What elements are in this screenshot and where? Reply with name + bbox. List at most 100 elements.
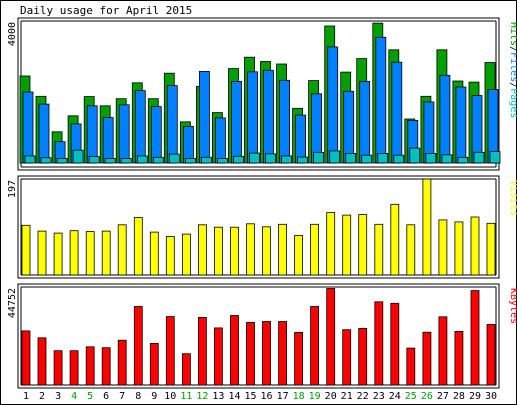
legend-item-visits: Visits (508, 180, 517, 216)
bar-kbytes-day-11 (181, 353, 191, 386)
bar-pages-day-1 (24, 155, 36, 164)
y-max-label: 44752 (7, 288, 18, 318)
legend-item-hits: Hits (508, 22, 517, 46)
bar-kbytes-day-3 (53, 350, 63, 386)
x-tick-label-day-28: 28 (453, 391, 465, 402)
legend: Hits/Files/Pages (508, 22, 517, 118)
bar-files-day-7 (118, 104, 130, 164)
bar-pages-day-5 (88, 156, 100, 164)
bar-pages-day-13 (216, 157, 228, 164)
bar-files-day-1 (22, 91, 34, 164)
bar-files-day-13 (214, 117, 226, 164)
bar-visits-day-7 (117, 224, 127, 276)
bar-files-day-27 (439, 74, 451, 164)
bar-files-day-5 (86, 105, 98, 164)
bar-kbytes-day-5 (85, 346, 95, 386)
bar-kbytes-day-2 (37, 337, 47, 386)
bar-visits-day-10 (165, 236, 175, 276)
bar-kbytes-day-7 (117, 339, 127, 386)
bar-pages-day-6 (104, 157, 116, 164)
x-tick-label-day-16: 16 (260, 391, 272, 402)
x-tick-label-day-1: 1 (23, 391, 29, 402)
legend-separator: / (508, 46, 517, 52)
bar-kbytes-day-23 (374, 301, 384, 386)
x-tick-label-day-18: 18 (293, 391, 305, 402)
bar-files-day-23 (375, 36, 387, 164)
bar-visits-day-15 (246, 223, 255, 276)
bar-files-day-20 (327, 46, 339, 164)
panel-kbytes: 44752 KBytes (7, 283, 517, 389)
x-tick-label-day-30: 30 (485, 391, 497, 402)
bar-pages-day-21 (345, 152, 357, 164)
x-tick-label-day-19: 19 (309, 391, 321, 402)
x-tick-label-day-29: 29 (469, 391, 481, 402)
bar-files-day-11 (182, 126, 194, 164)
panel-visits: 197 Visits (7, 175, 517, 279)
x-tick-label-day-7: 7 (119, 391, 125, 402)
bar-visits-day-6 (101, 230, 111, 276)
bar-files-day-10 (166, 85, 178, 164)
x-tick-label-day-11: 11 (180, 391, 192, 402)
bar-kbytes-day-17 (278, 321, 288, 386)
x-tick-label-day-26: 26 (421, 391, 433, 402)
bar-kbytes-day-21 (342, 329, 352, 386)
bar-visits-day-24 (390, 203, 400, 276)
legend-item-kbytes: KBytes (508, 288, 517, 324)
bar-visits-day-11 (181, 233, 191, 276)
bar-pages-day-7 (120, 157, 132, 164)
bar-pages-day-15 (249, 152, 260, 164)
legend-item-files: Files (508, 52, 517, 82)
bar-pages-day-12 (200, 156, 212, 164)
x-tick-label-day-27: 27 (437, 391, 449, 402)
bar-visits-day-25 (406, 224, 416, 276)
bar-pages-day-8 (136, 155, 148, 164)
x-axis: 1 2 3 4 5 6 7 8 9 10 11 12 13 14 15 16 17 18 19 20 21 22 23 24 2… (23, 391, 497, 402)
bar-kbytes-day-8 (133, 306, 143, 386)
bar-kbytes-day-10 (165, 316, 175, 386)
bar-pages-day-23 (377, 152, 389, 164)
bar-visits-day-3 (53, 232, 63, 276)
bar-kbytes-day-9 (149, 342, 159, 386)
bar-kbytes-day-19 (310, 306, 320, 386)
bar-kbytes-day-22 (358, 327, 368, 386)
x-tick-label-day-8: 8 (135, 391, 141, 402)
bar-pages-day-17 (281, 155, 293, 164)
bar-pages-day-25 (409, 147, 421, 164)
panel-frame (17, 17, 500, 171)
bar-visits-day-4 (69, 230, 79, 276)
x-tick-label-day-25: 25 (405, 391, 417, 402)
bar-visits-day-17 (278, 223, 288, 276)
bar-files-day-24 (391, 61, 403, 164)
bar-kbytes-day-16 (262, 321, 271, 386)
bar-pages-day-10 (168, 153, 180, 164)
legend: KBytes (508, 288, 517, 324)
bar-kbytes-day-13 (213, 327, 223, 386)
bar-kbytes-day-18 (294, 331, 304, 386)
bar-pages-day-9 (152, 156, 164, 164)
bar-pages-day-2 (40, 157, 52, 164)
bar-files-day-8 (134, 90, 146, 164)
bar-kbytes-day-28 (454, 330, 464, 386)
bar-visits-day-22 (358, 214, 368, 276)
bar-pages-day-3 (56, 157, 68, 164)
bar-visits-day-1 (21, 224, 31, 276)
x-tick-label-day-13: 13 (212, 391, 224, 402)
bar-kbytes-day-26 (422, 331, 432, 386)
bar-kbytes-day-4 (69, 350, 79, 386)
x-tick-label-day-2: 2 (39, 391, 45, 402)
chart-title: Daily usage for April 2015 (20, 4, 192, 17)
panel-frame (17, 283, 500, 389)
bar-pages-day-29 (473, 151, 485, 164)
bar-pages-day-26 (425, 152, 437, 164)
bar-kbytes-day-14 (230, 315, 239, 386)
bar-files-day-21 (343, 90, 355, 164)
bar-visits-day-27 (438, 219, 448, 276)
bar-pages-day-22 (361, 154, 373, 164)
bar-pages-day-30 (489, 151, 501, 164)
x-tick-label-day-15: 15 (244, 391, 256, 402)
bar-files-day-2 (38, 103, 50, 164)
bar-pages-day-11 (184, 157, 196, 164)
bar-kbytes-day-29 (470, 290, 480, 386)
bar-pages-day-14 (233, 155, 244, 164)
